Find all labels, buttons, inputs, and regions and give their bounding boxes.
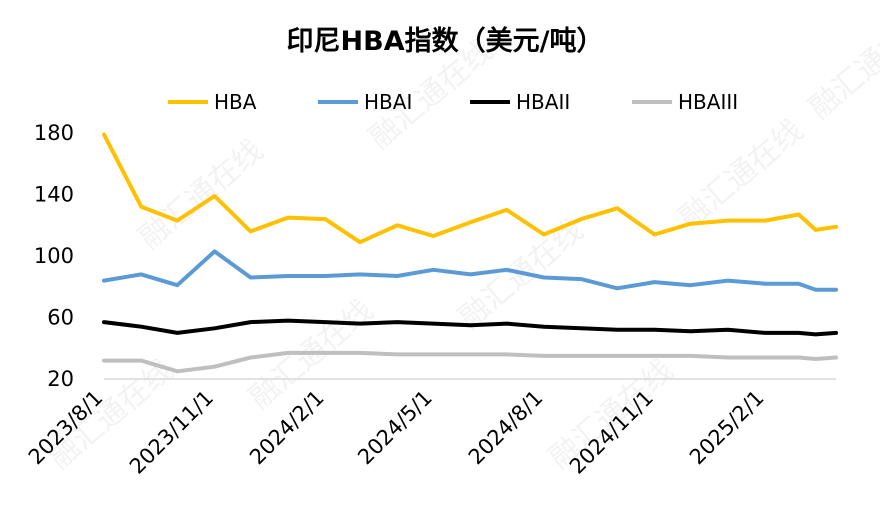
y-axis: 20 60 100 140 180	[34, 121, 74, 391]
legend-item: HBA	[168, 90, 257, 114]
y-tick-label: 100	[34, 244, 74, 268]
y-tick-label: 60	[47, 306, 74, 330]
y-tick-label: 20	[47, 367, 74, 391]
series-line-hbai	[102, 249, 838, 292]
legend-label: HBA	[214, 90, 257, 114]
series-line-hbaiii	[102, 350, 838, 374]
legend-label: HBAI	[364, 90, 412, 114]
legend: HBA HBAI HBAII HBAIII	[168, 90, 738, 114]
chart-title: 印尼HBA指数（美元/吨）	[287, 25, 604, 57]
series-line-hba	[102, 132, 838, 245]
x-tick-label: 2024/8/1	[464, 386, 548, 470]
legend-label: HBAIII	[678, 90, 738, 114]
series-line-hbaii	[102, 318, 838, 337]
y-tick-label: 180	[34, 121, 74, 145]
y-tick-label: 140	[34, 183, 74, 207]
legend-item: HBAII	[470, 90, 570, 114]
legend-label: HBAII	[516, 90, 570, 114]
legend-item: HBAIII	[632, 90, 738, 114]
x-tick-label: 2024/5/1	[353, 386, 437, 470]
x-tick-label: 2025/2/1	[685, 386, 769, 470]
watermark-text: 融汇通在线	[803, 3, 880, 126]
watermark-text: 融汇通在线	[133, 133, 270, 256]
legend-item: HBAI	[318, 90, 412, 114]
series-group	[102, 132, 838, 374]
